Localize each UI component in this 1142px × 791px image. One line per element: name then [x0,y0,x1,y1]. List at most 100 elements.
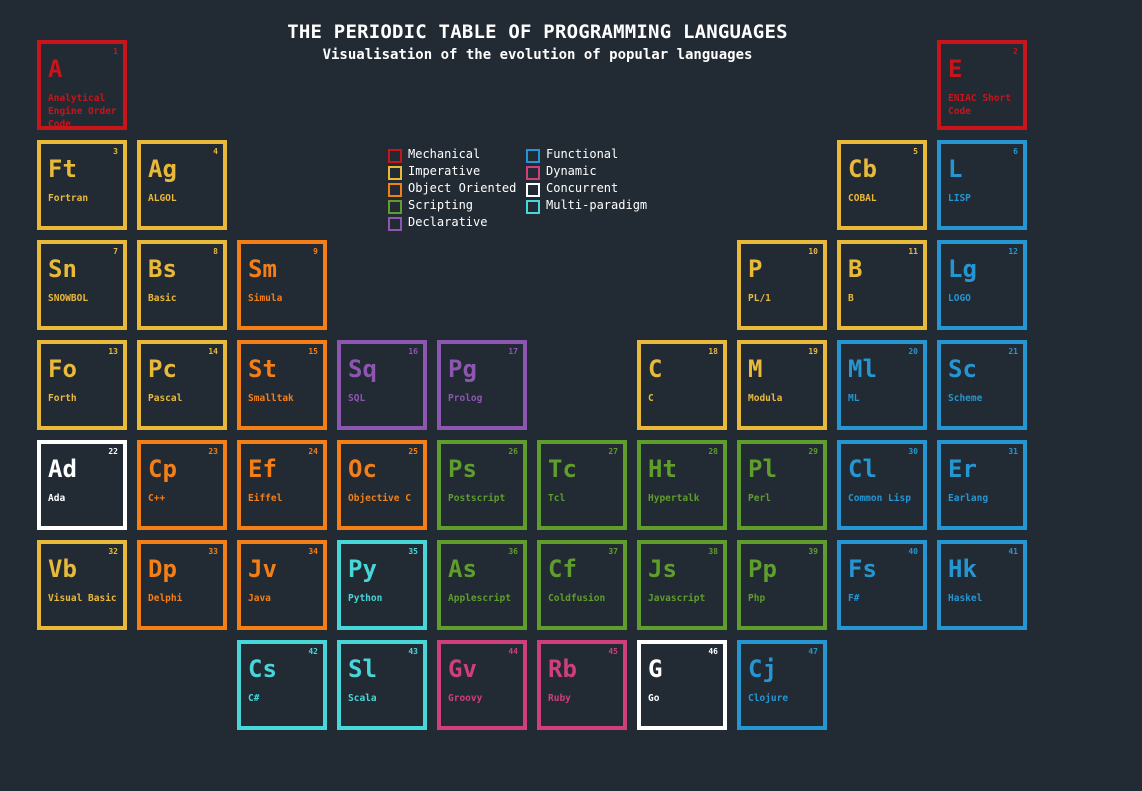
element-postscript: 26 Ps Postscript [437,440,527,530]
element-number: 6 [1013,147,1018,156]
legend-label: Multi-paradigm [546,198,648,212]
legend-swatch-icon [526,200,540,214]
element-name: ENIAC Short Code [948,93,1011,117]
element-symbol: Fs [848,555,877,583]
element-name: C [648,393,654,404]
legend-swatch-icon [526,183,540,197]
element-number: 45 [608,647,618,656]
element-python: 35 Py Python [337,540,427,630]
element-symbol: As [448,555,477,583]
legend-swatch-icon [388,183,402,197]
element-simula: 9 Sm Simula [237,240,327,330]
element-visual-basic: 32 Vb Visual Basic [37,540,127,630]
element-symbol: Pp [748,555,777,583]
legend-label: Functional [546,147,619,161]
legend-label: Dynamic [546,164,597,178]
element-number: 7 [113,247,118,256]
element-symbol: Ag [148,155,177,183]
element-name: COBAL [848,193,877,204]
element-number: 17 [508,347,518,356]
element-symbol: Cl [848,455,877,483]
element-f: 40 Fs F# [837,540,927,630]
element-name: Postscript [448,493,506,504]
element-symbol: Gv [448,655,477,683]
legend-label: Mechanical [408,147,481,161]
element-objective-c: 25 Oc Objective C [337,440,427,530]
element-symbol: A [48,55,63,83]
element-number: 9 [313,247,318,256]
element-number: 26 [508,447,518,456]
element-number: 30 [908,447,918,456]
element-symbol: Ef [248,455,277,483]
element-name: Haskel [948,593,983,604]
element-symbol: Cp [148,455,177,483]
element-number: 44 [508,647,518,656]
element-number: 47 [808,647,818,656]
element-name: LOGO [948,293,971,304]
element-symbol: Bs [148,255,177,283]
element-number: 1 [113,47,118,56]
element-analytical-engine-order-code: 1 A Analytical Engine Order Code [37,40,127,130]
page-subtitle: Visualisation of the evolution of popula… [322,47,753,63]
element-number: 11 [908,247,918,256]
element-name: F# [848,593,860,604]
legend-swatch-icon [388,166,402,180]
element-number: 12 [1008,247,1018,256]
element-symbol: Ft [48,155,77,183]
element-symbol: P [748,255,763,283]
element-symbol: Ps [448,455,477,483]
element-number: 16 [408,347,418,356]
element-symbol: Pl [748,455,777,483]
element-name: Objective C [348,493,411,504]
element-symbol: St [248,355,277,383]
element-symbol: B [848,255,863,283]
element-number: 14 [208,347,218,356]
page-title: THE PERIODIC TABLE OF PROGRAMMING LANGUA… [287,21,788,43]
element-symbol: Sn [48,255,77,283]
element-number: 35 [408,547,418,556]
element-name: Python [348,593,383,604]
element-symbol: Pc [148,355,177,383]
element-number: 19 [808,347,818,356]
element-number: 24 [308,447,318,456]
element-c: 18 C C [637,340,727,430]
element-name: Go [648,693,660,704]
element-pl-1: 10 P PL/1 [737,240,827,330]
element-number: 28 [708,447,718,456]
element-number: 27 [608,447,618,456]
element-name: Visual Basic [48,593,117,604]
element-number: 42 [308,647,318,656]
element-number: 10 [808,247,818,256]
legend-label: Object Oriented [408,181,517,195]
element-number: 36 [508,547,518,556]
element-name: Scheme [948,393,983,404]
element-common-lisp: 30 Cl Common Lisp [837,440,927,530]
element-name: SQL [348,393,366,404]
element-delphi: 33 Dp Delphi [137,540,227,630]
element-symbol: C [648,355,663,383]
element-name: Clojure [748,693,789,704]
element-eniac-short-code: 2 E ENIAC Short Code [937,40,1027,130]
element-symbol: Fo [48,355,77,383]
element-hypertalk: 28 Ht Hypertalk [637,440,727,530]
element-number: 25 [408,447,418,456]
element-number: 32 [108,547,118,556]
element-symbol: Jv [248,555,277,583]
element-number: 37 [608,547,618,556]
element-name: Forth [48,393,77,404]
element-symbol: Cb [848,155,877,183]
element-name: Java [248,593,271,604]
element-name: Hypertalk [648,493,700,504]
element-clojure: 47 Cj Clojure [737,640,827,730]
element-number: 33 [208,547,218,556]
element-sql: 16 Sq SQL [337,340,427,430]
element-name: Smalltak [248,393,294,404]
element-scala: 43 Sl Scala [337,640,427,730]
element-number: 2 [1013,47,1018,56]
element-tcl: 27 Tc Tcl [537,440,627,530]
element-ruby: 45 Rb Ruby [537,640,627,730]
element-number: 22 [108,447,118,456]
legend-swatch-icon [526,166,540,180]
element-ada: 22 Ad Ada [37,440,127,530]
element-name: Ada [48,493,66,504]
